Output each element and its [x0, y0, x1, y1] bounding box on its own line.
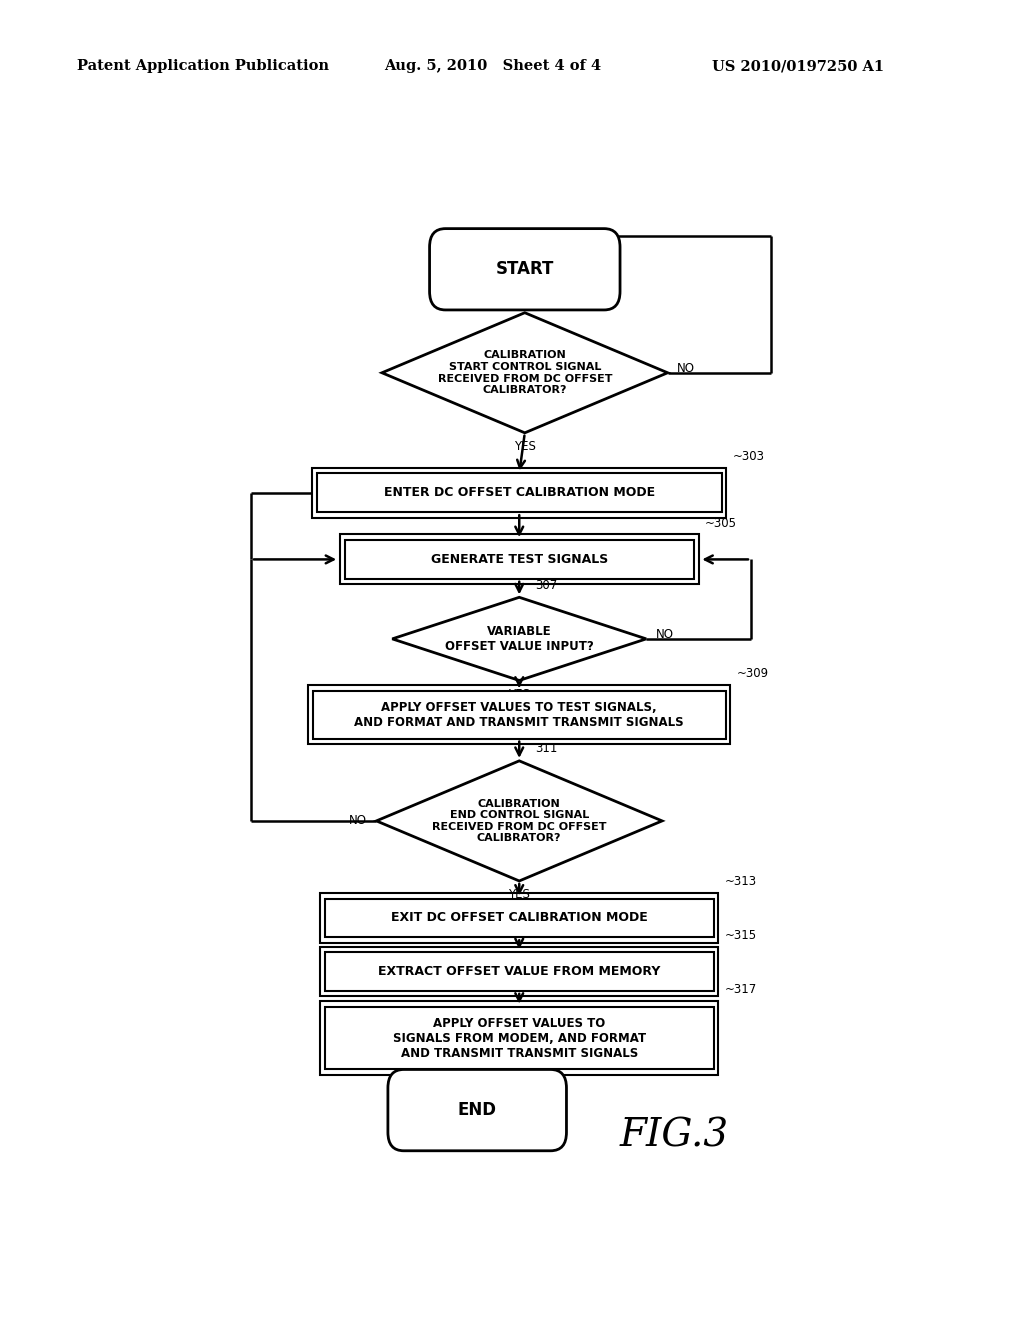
Text: ~313: ~313: [725, 875, 757, 888]
Text: 311: 311: [536, 742, 557, 755]
Text: Aug. 5, 2010   Sheet 4 of 4: Aug. 5, 2010 Sheet 4 of 4: [384, 59, 601, 74]
Text: ~303: ~303: [733, 450, 765, 463]
Text: YES: YES: [508, 688, 530, 701]
Text: FIG.3: FIG.3: [620, 1118, 729, 1155]
Text: ~309: ~309: [736, 668, 769, 681]
Text: START: START: [496, 260, 554, 279]
Bar: [321, 1001, 719, 1074]
Text: US 2010/0197250 A1: US 2010/0197250 A1: [712, 59, 884, 74]
Bar: [345, 540, 694, 579]
Polygon shape: [382, 313, 668, 433]
Bar: [321, 894, 719, 942]
Text: END: END: [458, 1101, 497, 1119]
Bar: [325, 899, 714, 937]
FancyBboxPatch shape: [430, 228, 620, 310]
Polygon shape: [377, 760, 663, 880]
Text: CALIBRATION
START CONTROL SIGNAL
RECEIVED FROM DC OFFSET
CALIBRATOR?: CALIBRATION START CONTROL SIGNAL RECEIVE…: [437, 350, 612, 395]
Text: APPLY OFFSET VALUES TO TEST SIGNALS,
AND FORMAT AND TRANSMIT TRANSMIT SIGNALS: APPLY OFFSET VALUES TO TEST SIGNALS, AND…: [354, 701, 684, 729]
Text: ENTER DC OFFSET CALIBRATION MODE: ENTER DC OFFSET CALIBRATION MODE: [384, 486, 654, 499]
Text: Patent Application Publication: Patent Application Publication: [77, 59, 329, 74]
Bar: [312, 467, 726, 517]
Text: NO: NO: [677, 362, 695, 375]
Text: YES: YES: [508, 888, 530, 902]
Bar: [313, 690, 726, 739]
Text: ~317: ~317: [725, 983, 757, 997]
Bar: [325, 952, 714, 991]
Text: ~315: ~315: [725, 929, 757, 942]
Text: GENERATE TEST SIGNALS: GENERATE TEST SIGNALS: [431, 553, 608, 566]
Text: EXIT DC OFFSET CALIBRATION MODE: EXIT DC OFFSET CALIBRATION MODE: [391, 911, 647, 924]
Bar: [321, 946, 719, 997]
Text: VARIABLE
OFFSET VALUE INPUT?: VARIABLE OFFSET VALUE INPUT?: [444, 624, 594, 653]
Bar: [316, 474, 722, 512]
Text: ~305: ~305: [705, 517, 737, 529]
Bar: [308, 685, 730, 744]
Bar: [325, 1007, 714, 1069]
Text: YES: YES: [514, 441, 536, 453]
Text: APPLY OFFSET VALUES TO
SIGNALS FROM MODEM, AND FORMAT
AND TRANSMIT TRANSMIT SIGN: APPLY OFFSET VALUES TO SIGNALS FROM MODE…: [392, 1016, 646, 1060]
Text: CALIBRATION
END CONTROL SIGNAL
RECEIVED FROM DC OFFSET
CALIBRATOR?: CALIBRATION END CONTROL SIGNAL RECEIVED …: [432, 799, 606, 843]
Text: EXTRACT OFFSET VALUE FROM MEMORY: EXTRACT OFFSET VALUE FROM MEMORY: [378, 965, 660, 978]
Text: NO: NO: [349, 814, 367, 828]
Polygon shape: [392, 597, 646, 681]
Text: 307: 307: [536, 578, 557, 591]
Bar: [340, 535, 698, 585]
FancyBboxPatch shape: [388, 1069, 566, 1151]
Text: 301: 301: [541, 294, 563, 308]
Text: NO: NO: [655, 628, 674, 640]
